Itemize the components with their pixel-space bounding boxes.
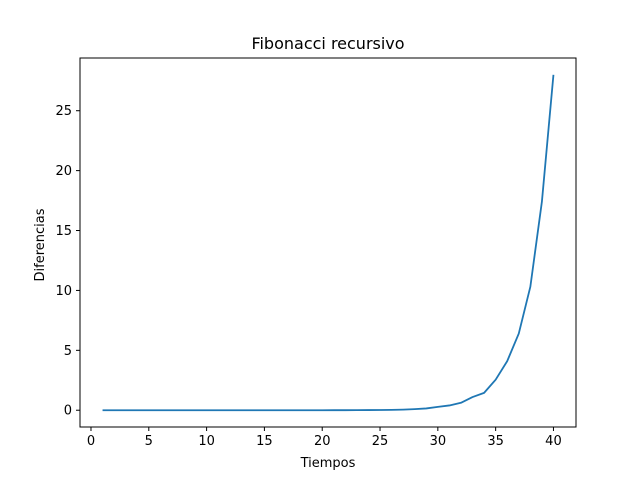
- x-tick-label: 20: [314, 434, 331, 449]
- x-tick-label: 30: [430, 434, 447, 449]
- y-axis-label: Diferencias: [33, 208, 48, 281]
- x-axis-label: Tiempos: [300, 456, 356, 471]
- y-tick-label: 5: [64, 344, 72, 359]
- x-tick-label: 40: [545, 434, 562, 449]
- y-tick-label: 10: [55, 284, 72, 299]
- x-tick-label: 25: [372, 434, 389, 449]
- y-tick-label: 20: [55, 164, 72, 179]
- chart-title: Fibonacci recursivo: [251, 34, 404, 53]
- x-tick-label: 35: [487, 434, 504, 449]
- y-tick-label: 15: [55, 224, 72, 239]
- x-tick-label: 10: [198, 434, 215, 449]
- x-tick-label: 15: [256, 434, 273, 449]
- y-tick-label: 25: [55, 104, 72, 119]
- x-tick-label: 0: [87, 434, 95, 449]
- y-tick-label: 0: [64, 404, 72, 419]
- x-tick-label: 5: [145, 434, 153, 449]
